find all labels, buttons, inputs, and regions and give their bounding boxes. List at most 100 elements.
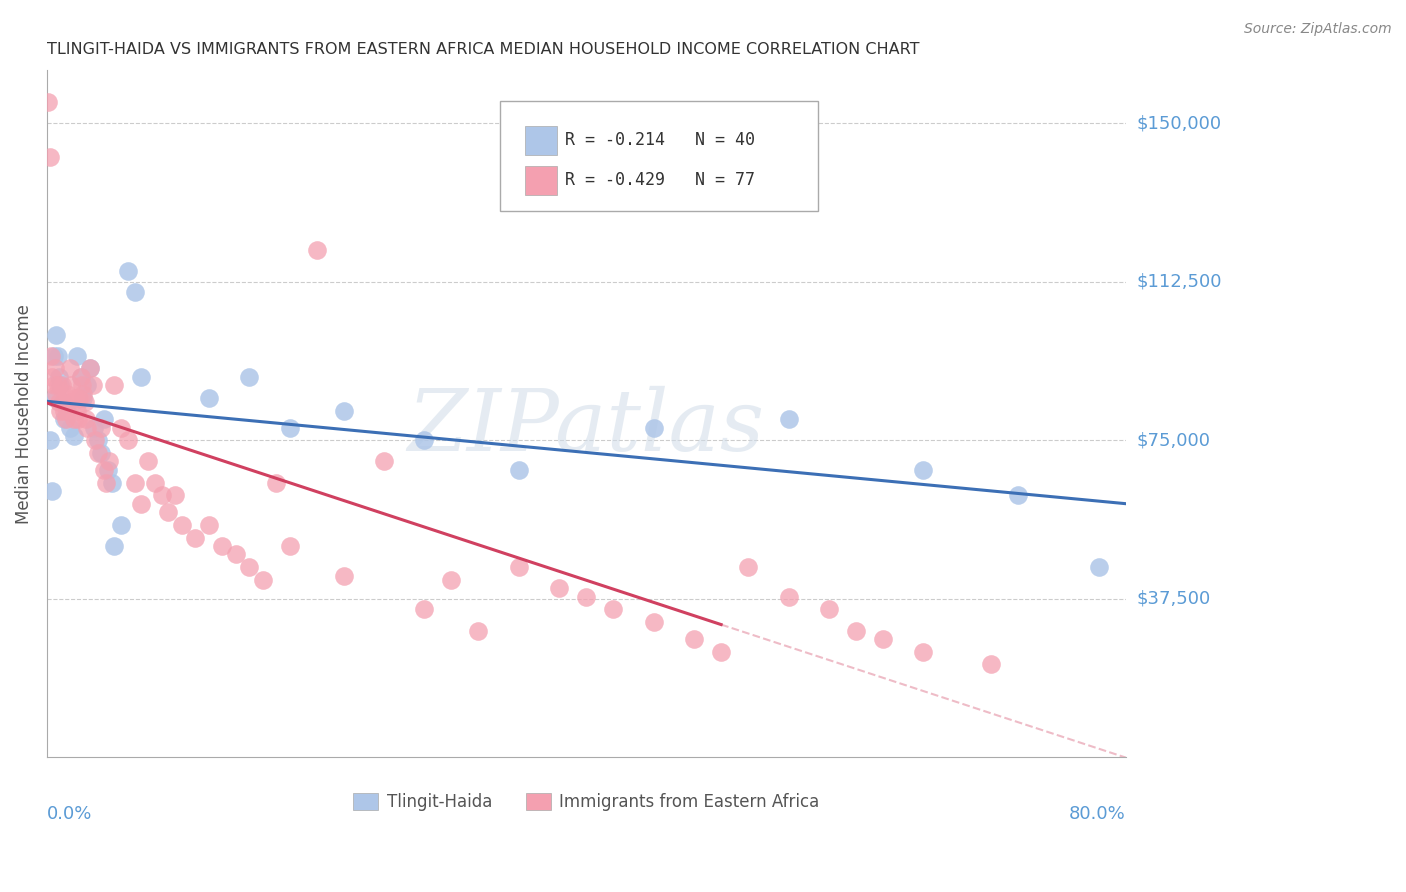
Point: [42, 349, 65, 363]
Text: R = -0.429   N = 77: R = -0.429 N = 77: [565, 171, 755, 189]
Point: [53, 403, 76, 417]
Point: [76, 378, 98, 392]
Point: [143, 475, 166, 490]
Point: [912, 463, 935, 477]
Point: [124, 285, 146, 300]
Point: [467, 624, 489, 638]
Point: [778, 412, 800, 426]
Point: [41, 370, 63, 384]
Point: [278, 420, 301, 434]
Point: [52, 395, 75, 409]
Point: [93, 463, 115, 477]
Point: [103, 378, 125, 392]
Point: [225, 548, 247, 562]
Point: [73, 395, 96, 409]
Text: ZIPatlas: ZIPatlas: [408, 386, 765, 469]
Point: [373, 454, 395, 468]
Legend: Tlingit-Haida, Immigrants from Eastern Africa: Tlingit-Haida, Immigrants from Eastern A…: [347, 786, 825, 818]
Point: [252, 573, 274, 587]
Point: [778, 590, 800, 604]
Point: [184, 531, 207, 545]
Point: [76, 420, 98, 434]
Point: [238, 560, 260, 574]
Text: $150,000: $150,000: [1137, 114, 1222, 132]
Point: [87, 446, 110, 460]
Point: [97, 463, 120, 477]
Point: [44, 361, 66, 376]
Point: [818, 602, 841, 616]
Point: [72, 391, 94, 405]
Text: 80.0%: 80.0%: [1069, 805, 1126, 823]
Point: [163, 488, 186, 502]
Point: [55, 412, 77, 426]
Point: [72, 387, 94, 401]
Point: [52, 395, 75, 409]
Point: [38, 150, 60, 164]
Point: [912, 645, 935, 659]
Point: [63, 429, 86, 443]
Point: [136, 454, 159, 468]
Point: [737, 560, 759, 574]
Point: [65, 349, 87, 363]
Point: [124, 475, 146, 490]
Point: [69, 370, 91, 384]
Point: [264, 475, 287, 490]
Point: [49, 378, 72, 392]
Point: [75, 412, 97, 426]
Point: [129, 370, 152, 384]
Point: [46, 349, 69, 363]
Point: [82, 378, 104, 392]
Point: [413, 602, 436, 616]
Text: $112,500: $112,500: [1137, 273, 1222, 291]
Point: [332, 568, 354, 582]
Text: Source: ZipAtlas.com: Source: ZipAtlas.com: [1244, 22, 1392, 37]
Point: [1087, 560, 1109, 574]
Point: [83, 420, 105, 434]
Point: [62, 395, 84, 409]
Point: [278, 539, 301, 553]
Point: [440, 573, 463, 587]
Point: [548, 582, 571, 596]
Point: [87, 434, 110, 448]
Point: [65, 403, 87, 417]
Point: [44, 391, 66, 405]
Point: [100, 475, 122, 490]
Point: [602, 602, 624, 616]
Point: [211, 539, 233, 553]
Point: [45, 327, 67, 342]
Point: [48, 395, 70, 409]
Point: [79, 361, 101, 376]
Point: [110, 420, 132, 434]
Point: [56, 387, 79, 401]
Point: [66, 412, 89, 426]
Point: [42, 378, 65, 392]
Point: [59, 361, 82, 376]
Point: [84, 434, 107, 448]
Point: [93, 412, 115, 426]
Point: [41, 484, 63, 499]
Point: [58, 395, 80, 409]
Point: [90, 446, 112, 460]
Point: [643, 615, 665, 629]
Point: [59, 420, 82, 434]
Point: [37, 95, 59, 109]
Point: [51, 378, 73, 392]
Point: [60, 378, 83, 392]
Point: [110, 517, 132, 532]
Point: [332, 403, 354, 417]
Point: [96, 475, 118, 490]
Point: [710, 645, 733, 659]
Point: [1007, 488, 1029, 502]
Point: [48, 370, 70, 384]
Point: [683, 632, 706, 646]
Point: [56, 403, 79, 417]
Point: [157, 505, 180, 519]
Point: [49, 403, 72, 417]
Point: [575, 590, 598, 604]
Point: [90, 420, 112, 434]
Point: [79, 361, 101, 376]
Point: [129, 497, 152, 511]
Point: [980, 657, 1002, 672]
Point: [45, 387, 67, 401]
Point: [150, 488, 173, 502]
